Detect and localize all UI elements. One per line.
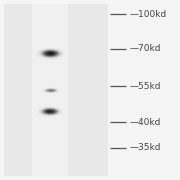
Text: —35kd: —35kd	[130, 143, 161, 152]
Text: —100kd: —100kd	[130, 10, 167, 19]
Text: —70kd: —70kd	[130, 44, 161, 53]
Text: —55kd: —55kd	[130, 82, 161, 91]
Bar	[32, 4, 68, 176]
Text: —40kd: —40kd	[130, 118, 161, 127]
Bar	[4, 4, 108, 176]
